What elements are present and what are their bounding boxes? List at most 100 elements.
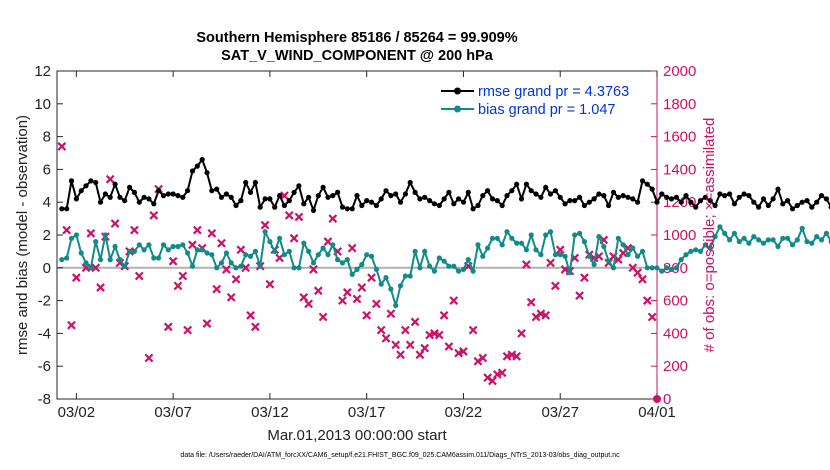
rmse-point bbox=[422, 194, 428, 200]
bias-point bbox=[465, 257, 471, 263]
bias-point bbox=[112, 243, 118, 250]
bias-point bbox=[83, 260, 89, 266]
bias-point bbox=[688, 248, 694, 254]
chart-title-line-1: Southern Hemisphere 85186 / 85264 = 99.9… bbox=[196, 30, 517, 46]
bias-point bbox=[257, 263, 263, 269]
rmse-point bbox=[204, 170, 210, 176]
assimilated-count-point bbox=[531, 312, 541, 322]
rmse-point bbox=[639, 178, 646, 184]
bias-point bbox=[68, 235, 75, 241]
bias-point bbox=[509, 235, 515, 241]
bias-point bbox=[644, 265, 650, 271]
assimilated-count-point bbox=[575, 291, 584, 301]
rmse-point bbox=[64, 206, 70, 212]
rmse-point bbox=[267, 196, 273, 202]
bias-point bbox=[785, 235, 791, 241]
bias-point bbox=[760, 240, 767, 246]
y-tick-label-left: 2 bbox=[43, 227, 51, 244]
bias-point bbox=[789, 242, 796, 248]
y-tick-label-right: 1000 bbox=[663, 227, 696, 244]
rmse-point bbox=[286, 198, 292, 204]
y-tick-label-left: -4 bbox=[38, 325, 51, 342]
bias-point bbox=[141, 247, 147, 253]
rmse-point bbox=[291, 189, 297, 195]
assimilated-count-point bbox=[357, 283, 367, 292]
rmse-point bbox=[606, 202, 612, 209]
assimilated-count-point bbox=[342, 288, 352, 297]
assimilated-count-point bbox=[439, 310, 449, 320]
assimilated-count-point bbox=[149, 210, 159, 220]
bias-point bbox=[136, 242, 142, 248]
bias-point bbox=[373, 266, 379, 272]
bias-point bbox=[397, 283, 404, 289]
rmse-point bbox=[335, 189, 341, 195]
rmse-point bbox=[760, 196, 767, 202]
bias-point bbox=[460, 266, 467, 272]
rmse-point bbox=[59, 206, 65, 212]
rmse-point bbox=[407, 179, 413, 186]
bias-point bbox=[707, 245, 713, 251]
bias-point bbox=[286, 248, 292, 254]
assimilated-count-point bbox=[130, 225, 139, 235]
rmse-point bbox=[630, 196, 636, 202]
assimilated-count-point bbox=[541, 310, 551, 320]
bias-point bbox=[218, 260, 225, 266]
bias-point bbox=[185, 250, 191, 256]
bias-point bbox=[436, 255, 442, 261]
x-tick-label: 03/17 bbox=[348, 404, 386, 421]
assimilated-count-point bbox=[105, 174, 115, 184]
assimilated-count-point bbox=[280, 191, 289, 201]
bias-point bbox=[359, 261, 365, 268]
rmse-point bbox=[131, 189, 137, 195]
rmse-point bbox=[818, 193, 825, 199]
bias-point bbox=[649, 265, 655, 271]
rmse-point bbox=[736, 194, 742, 200]
rmse-point bbox=[693, 204, 699, 210]
rmse-point bbox=[664, 194, 670, 200]
rmse-point bbox=[702, 194, 709, 200]
rmse-point bbox=[586, 199, 592, 205]
rmse-point bbox=[649, 186, 655, 192]
assimilated-count-point bbox=[57, 142, 67, 151]
bias-point bbox=[194, 247, 200, 253]
rmse-point bbox=[233, 202, 239, 209]
bias-point bbox=[751, 234, 757, 240]
rmse-point bbox=[354, 193, 360, 199]
assimilated-count-point bbox=[551, 281, 560, 291]
y-tick-label-left: 4 bbox=[43, 194, 51, 211]
assimilated-count-point bbox=[647, 312, 657, 322]
assimilated-count-point bbox=[231, 274, 241, 284]
rmse-point bbox=[97, 199, 104, 205]
rmse-point bbox=[504, 193, 510, 199]
assimilated-count-point bbox=[183, 325, 193, 335]
bias-point bbox=[59, 257, 65, 263]
bias-point bbox=[267, 239, 273, 245]
assimilated-count-point bbox=[546, 258, 555, 268]
rmse-point bbox=[412, 189, 418, 195]
legend-label-bias: bias grand pr = 1.047 bbox=[478, 102, 615, 118]
data-file-footnote: data file: /Users/raeder/DAI/ATM_forcXX/… bbox=[180, 452, 620, 459]
rmse-point bbox=[88, 178, 94, 184]
rmse-point bbox=[373, 202, 379, 209]
bias-point bbox=[717, 224, 723, 230]
assimilated-count-point bbox=[401, 325, 410, 335]
bias-point bbox=[388, 286, 394, 292]
bias-point bbox=[417, 265, 423, 271]
rmse-point bbox=[117, 194, 123, 200]
assimilated-count-point bbox=[188, 240, 197, 250]
rmse-point bbox=[310, 207, 317, 213]
bias-point bbox=[368, 253, 375, 259]
bias-point bbox=[799, 225, 805, 231]
bias-point bbox=[335, 257, 341, 263]
bias-point bbox=[431, 268, 437, 274]
rmse-point bbox=[727, 191, 733, 197]
rmse-point bbox=[368, 199, 375, 205]
rmse-point bbox=[577, 194, 583, 200]
assimilated-count-point bbox=[459, 347, 468, 356]
rmse-point bbox=[296, 183, 302, 189]
assimilated-count-point bbox=[260, 220, 270, 230]
bias-point bbox=[117, 257, 123, 263]
assimilated-count-point bbox=[633, 268, 643, 278]
assimilated-count-point bbox=[638, 274, 647, 284]
rmse-point bbox=[378, 196, 384, 202]
